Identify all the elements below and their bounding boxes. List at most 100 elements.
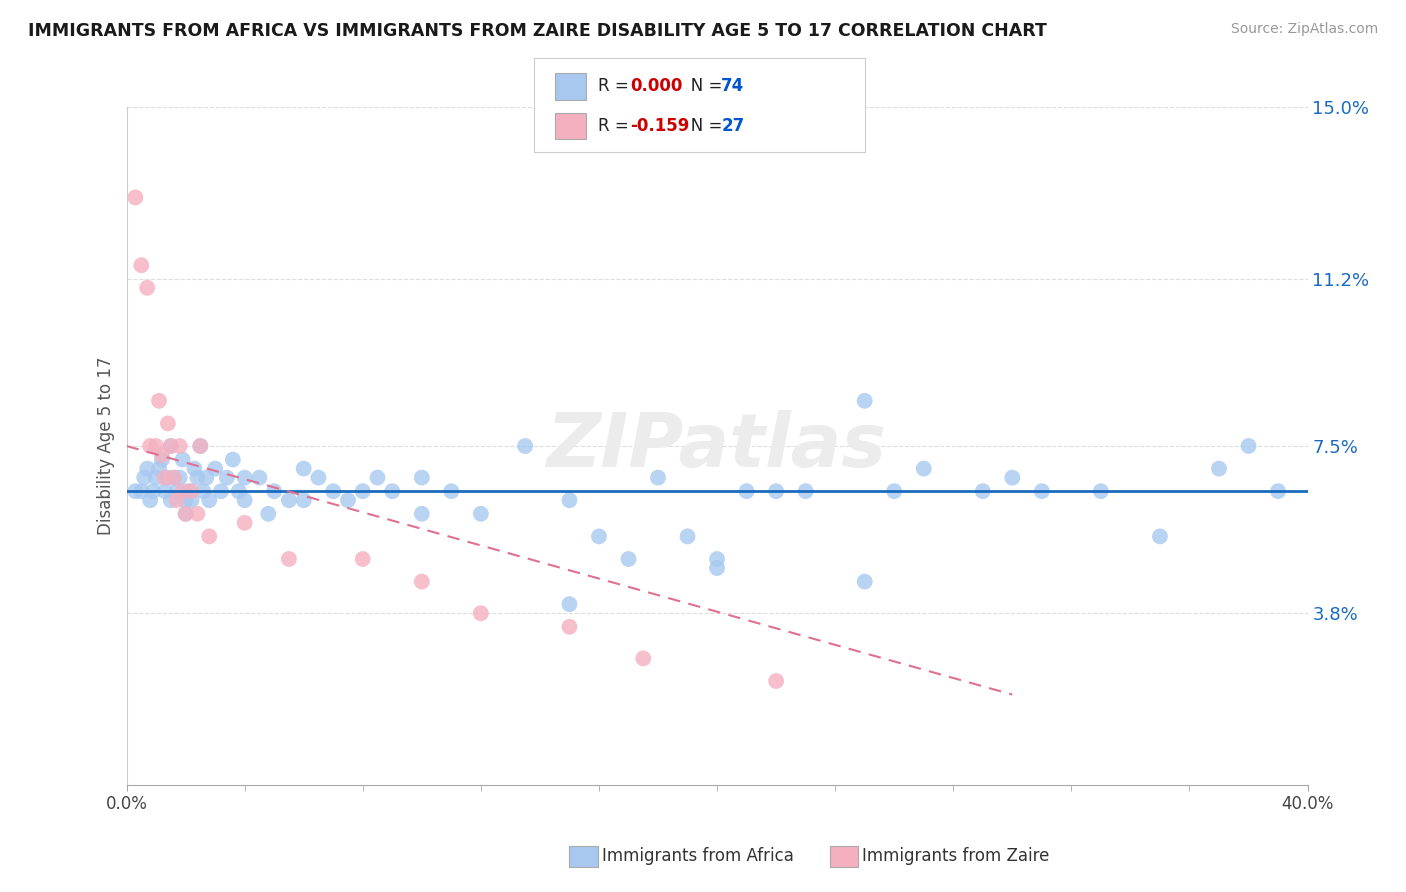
Point xyxy=(411,470,433,484)
Point xyxy=(1149,529,1171,543)
Point xyxy=(166,493,188,508)
Point xyxy=(174,507,197,521)
Point xyxy=(558,620,581,634)
Point xyxy=(617,552,640,566)
Point xyxy=(853,393,876,408)
Text: 27: 27 xyxy=(721,117,745,135)
Point xyxy=(322,484,344,499)
Text: 0.000: 0.000 xyxy=(630,78,682,95)
Point xyxy=(156,470,179,484)
Point xyxy=(174,507,197,521)
Point xyxy=(1001,470,1024,484)
Point xyxy=(366,470,388,484)
Point xyxy=(169,470,191,484)
Text: ZIPatlas: ZIPatlas xyxy=(547,409,887,483)
Point xyxy=(169,439,191,453)
Point xyxy=(257,507,280,521)
Point xyxy=(765,673,787,688)
Point xyxy=(222,452,245,467)
Point xyxy=(706,552,728,566)
Point xyxy=(148,393,170,408)
Point xyxy=(558,597,581,611)
Point xyxy=(676,529,699,543)
Point xyxy=(233,470,256,484)
Point xyxy=(233,493,256,508)
Point xyxy=(193,484,215,499)
Point xyxy=(188,439,211,453)
Point xyxy=(163,470,186,484)
Point xyxy=(174,493,197,508)
Point xyxy=(1090,484,1112,499)
Point xyxy=(1237,439,1260,453)
Point xyxy=(912,461,935,475)
Point xyxy=(1208,461,1230,475)
Point xyxy=(139,439,162,453)
Y-axis label: Disability Age 5 to 17: Disability Age 5 to 17 xyxy=(97,357,115,535)
Text: R =: R = xyxy=(598,78,634,95)
Point xyxy=(134,470,156,484)
Point xyxy=(1031,484,1053,499)
Point xyxy=(292,493,315,508)
Point xyxy=(735,484,758,499)
Point xyxy=(278,552,301,566)
Point xyxy=(470,507,492,521)
Point xyxy=(150,452,173,467)
Point xyxy=(129,484,153,499)
Text: Source: ZipAtlas.com: Source: ZipAtlas.com xyxy=(1230,22,1378,37)
Point xyxy=(183,461,205,475)
Point xyxy=(215,470,238,484)
Point xyxy=(172,452,194,467)
Point xyxy=(647,470,669,484)
Point xyxy=(233,516,256,530)
Point xyxy=(195,470,218,484)
Point xyxy=(198,529,221,543)
Point xyxy=(440,484,463,499)
Point xyxy=(278,493,301,508)
Text: R =: R = xyxy=(598,117,634,135)
Point xyxy=(204,461,226,475)
Text: -0.159: -0.159 xyxy=(630,117,689,135)
Point xyxy=(337,493,360,508)
Point xyxy=(166,484,188,499)
Text: N =: N = xyxy=(675,117,727,135)
Point xyxy=(352,552,374,566)
Point xyxy=(1267,484,1289,499)
Point xyxy=(124,484,146,499)
Point xyxy=(148,461,170,475)
Text: Immigrants from Zaire: Immigrants from Zaire xyxy=(862,847,1049,865)
Point xyxy=(180,493,202,508)
Point xyxy=(794,484,817,499)
Point xyxy=(470,606,492,620)
Point xyxy=(972,484,994,499)
Point xyxy=(631,651,654,665)
Point xyxy=(307,470,329,484)
Point xyxy=(883,484,905,499)
Point xyxy=(136,461,159,475)
Point xyxy=(180,484,202,499)
Point xyxy=(124,190,146,204)
Point xyxy=(145,470,167,484)
Point xyxy=(515,439,537,453)
Point xyxy=(247,470,270,484)
Point xyxy=(145,439,167,453)
Point xyxy=(853,574,876,589)
Point xyxy=(411,507,433,521)
Text: 74: 74 xyxy=(721,78,745,95)
Text: Immigrants from Africa: Immigrants from Africa xyxy=(602,847,793,865)
Point xyxy=(150,448,173,462)
Point xyxy=(136,281,159,295)
Point xyxy=(588,529,610,543)
Point xyxy=(129,258,153,272)
Point xyxy=(142,484,165,499)
Point xyxy=(159,439,183,453)
Point xyxy=(381,484,404,499)
Point xyxy=(153,484,176,499)
Point xyxy=(159,439,183,453)
Point xyxy=(263,484,285,499)
Point xyxy=(228,484,250,499)
Point xyxy=(352,484,374,499)
Text: N =: N = xyxy=(675,78,727,95)
Point xyxy=(163,470,186,484)
Point xyxy=(765,484,787,499)
Point xyxy=(186,507,208,521)
